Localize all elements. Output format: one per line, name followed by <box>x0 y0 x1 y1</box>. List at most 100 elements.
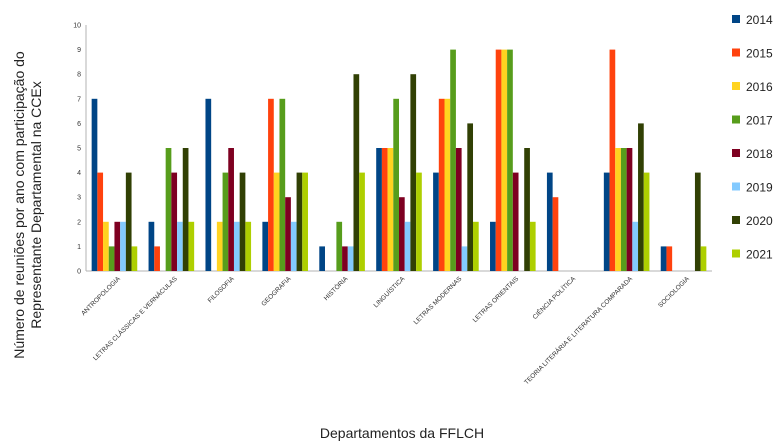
bar-2014-8 <box>490 221 496 271</box>
bar-2017-3 <box>222 172 229 271</box>
bar-2018-1 <box>114 221 121 271</box>
bar-2015-8 <box>495 49 502 271</box>
y-tick-label: 1 <box>77 244 81 251</box>
bar-2018-7 <box>455 148 462 271</box>
legend-swatch-2020 <box>732 216 740 224</box>
legend-swatch-2015 <box>732 48 740 57</box>
bar-2017-5 <box>336 221 343 271</box>
bar-2021-7 <box>473 221 479 271</box>
y-axis-title: Número de reuniões por ano com participa… <box>11 51 44 359</box>
y-tick-label: 5 <box>77 146 81 153</box>
bar-2018-5 <box>342 246 348 271</box>
bar-2015-9 <box>552 197 559 271</box>
bar-2017-4 <box>279 98 286 271</box>
x-axis-title: Departamentos da FFLCH <box>320 425 484 441</box>
bar-2018-10 <box>626 148 633 271</box>
category-label: TEORIA LITERÁRIA E LITERATURA COMPARADA <box>522 274 635 387</box>
bar-2016-4 <box>273 172 280 271</box>
bar-2018-6 <box>399 197 405 271</box>
bar-2016-3 <box>216 221 223 271</box>
bar-2020-7 <box>467 123 474 272</box>
y-tick-label: 8 <box>77 72 81 79</box>
bar-2019-5 <box>347 246 354 271</box>
bar-2020-5 <box>353 74 360 271</box>
bar-2014-3 <box>205 98 212 271</box>
category-label: LETRAS CLÁSSICAS E VERNÁCULAS <box>91 274 180 363</box>
legend-swatch-2016 <box>732 82 740 90</box>
bar-2019-7 <box>461 246 468 271</box>
y-tick-label: 2 <box>77 219 81 226</box>
bar-2020-8 <box>524 148 530 271</box>
bar-2018-4 <box>285 197 291 271</box>
legend-swatch-2018 <box>732 149 740 157</box>
bar-2017-1 <box>108 246 115 271</box>
bar-2014-4 <box>262 221 269 271</box>
category-label: LINGUÍSTICA <box>371 274 407 310</box>
bar-2017-7 <box>450 49 456 271</box>
bar-2018-2 <box>171 172 178 271</box>
bar-2020-10 <box>638 123 644 272</box>
bar-2015-10 <box>609 49 616 271</box>
y-axis-title-line-1: Número de reuniões por ano com participa… <box>11 51 27 359</box>
y-tick-label: 10 <box>73 23 81 30</box>
bar-2017-2 <box>165 148 172 271</box>
category-label: ANTROPOLOGIA <box>80 275 122 317</box>
bar-2021-6 <box>416 172 422 271</box>
legend-label-2014: 2014 <box>746 13 773 27</box>
bar-2020-6 <box>410 74 417 271</box>
bar-2017-10 <box>620 148 627 271</box>
bar-2019-2 <box>177 221 183 271</box>
bar-2019-6 <box>404 221 411 271</box>
bar-2015-11 <box>666 246 673 271</box>
y-tick-label: 0 <box>77 269 81 276</box>
category-label: LETRAS MODERNAS <box>413 275 464 326</box>
bar-2021-10 <box>643 172 650 271</box>
bar-2020-11 <box>694 172 701 271</box>
legend-label-2015: 2015 <box>746 47 773 61</box>
bar-2016-8 <box>501 49 508 271</box>
bar-2021-8 <box>529 221 536 271</box>
bar-2014-5 <box>319 246 325 271</box>
category-label: CIÊNCIA POLÍTICA <box>530 274 577 321</box>
bar-2020-4 <box>296 172 303 271</box>
bars <box>91 49 707 272</box>
bar-2015-6 <box>381 148 388 271</box>
bar-2021-2 <box>188 221 195 271</box>
bar-2020-1 <box>125 172 132 271</box>
category-label: GEOGRAFIA <box>260 275 293 308</box>
legend-swatch-2021 <box>732 249 740 258</box>
bar-2015-2 <box>154 246 160 271</box>
legend-swatch-2017 <box>732 115 740 124</box>
legend-label-2020: 2020 <box>746 214 773 228</box>
bar-2015-4 <box>268 98 274 271</box>
bar-2021-3 <box>245 221 252 271</box>
y-tick-label: 9 <box>77 47 81 54</box>
legend-label-2021: 2021 <box>746 248 773 262</box>
bar-2020-2 <box>182 148 189 271</box>
bar-2021-1 <box>131 246 138 271</box>
bar-2014-10 <box>603 172 610 271</box>
y-tick-label: 4 <box>77 170 81 177</box>
bar-2017-8 <box>507 49 513 271</box>
bar-2016-1 <box>103 221 109 271</box>
category-label: LETRAS ORIENTAIS <box>472 275 521 324</box>
category-label: FILOSOFIA <box>207 275 236 304</box>
bar-2014-9 <box>546 172 553 271</box>
legend-swatch-2014 <box>732 15 740 23</box>
bar-2019-3 <box>233 221 240 271</box>
bar-2014-2 <box>148 221 155 271</box>
bar-2014-6 <box>376 148 382 271</box>
category-label: HISTÓRIA <box>321 274 350 303</box>
y-tick-label: 6 <box>77 121 81 128</box>
category-label: SOCIOLOGIA <box>657 275 691 309</box>
bar-2016-6 <box>387 148 394 271</box>
y-tick-labels: 0 1 2 3 4 5 6 7 8 9 10 <box>73 23 81 276</box>
bar-2018-8 <box>512 172 519 271</box>
legend: 2014 2015 2016 2017 2018 2019 2020 2021 <box>732 13 773 262</box>
bar-2016-10 <box>615 148 621 271</box>
bar-2014-11 <box>660 246 667 271</box>
bar-2017-6 <box>393 98 399 271</box>
